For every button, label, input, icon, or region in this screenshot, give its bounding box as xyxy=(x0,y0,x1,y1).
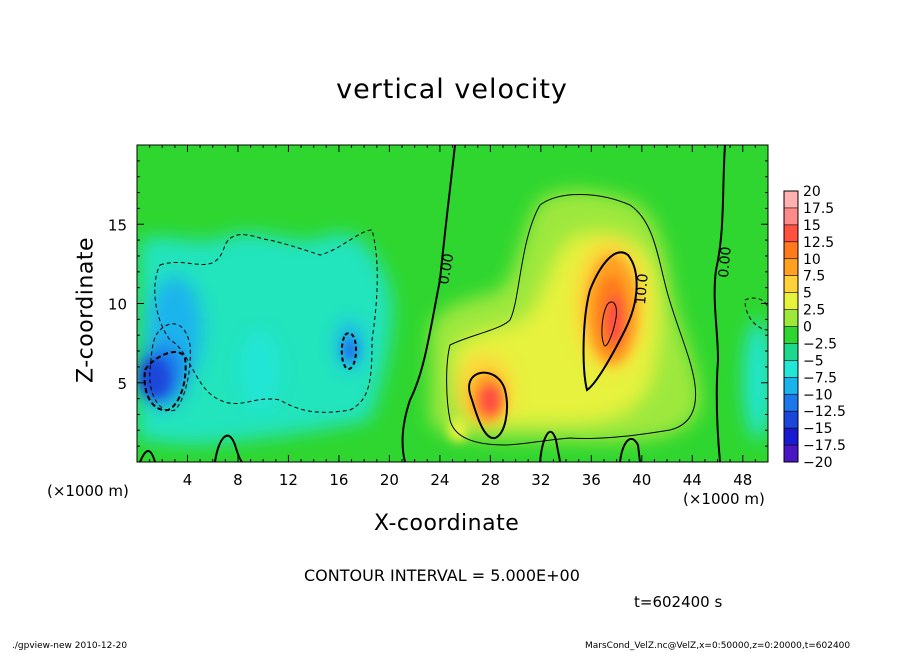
x-tick-label: 28 xyxy=(481,471,500,489)
contour-zero-ground-3 xyxy=(539,430,561,462)
colorbar-level-label: −10 xyxy=(803,387,833,403)
colorbar-swatch xyxy=(784,343,798,361)
y-tick-label: 10 xyxy=(108,296,127,314)
colorbar-level-label: 17.5 xyxy=(803,201,834,217)
x-tick-label: 16 xyxy=(329,471,348,489)
contour-5 xyxy=(446,194,697,446)
colorbar-level-label: 10 xyxy=(803,252,821,268)
contour-label: 0.00 xyxy=(436,252,457,285)
x-unit-label-left: (×1000 m) xyxy=(47,482,129,500)
colorbar-level-label: 2.5 xyxy=(803,303,825,319)
colorbar-swatch xyxy=(784,241,798,260)
chart-title: vertical velocity xyxy=(336,74,568,105)
contour-label: 10.0 xyxy=(633,273,652,305)
colorbar-level-label: −7.5 xyxy=(803,370,837,386)
x-tick-label: 32 xyxy=(531,471,550,489)
colorbar-level-label: −2.5 xyxy=(803,336,837,352)
colorbar-swatch xyxy=(784,224,798,243)
x-tick-label: 36 xyxy=(582,471,601,489)
colorbar-level-label: 12.5 xyxy=(803,235,834,251)
footer-program-info: ./gpview-new 2010-12-20 xyxy=(12,641,128,651)
y-axis: 5 10 15 xyxy=(108,160,768,447)
contour-neg-5-west xyxy=(149,323,191,412)
colorbar-swatch xyxy=(784,428,798,446)
contour-zero-ground-4 xyxy=(619,437,641,462)
colorbar-swatch xyxy=(784,360,798,378)
colorbar-swatch xyxy=(784,258,798,277)
colorbar-level-label: −5 xyxy=(803,353,824,369)
x-tick-label: 20 xyxy=(380,471,399,489)
x-tick-label: 8 xyxy=(233,471,243,489)
x-tick-label: 44 xyxy=(683,471,702,489)
contour-neg-5-east xyxy=(744,297,768,331)
colorbar-level-label: −17.5 xyxy=(803,438,846,454)
colorbar-swatch xyxy=(784,394,798,412)
colorbar-level-label: −15 xyxy=(803,421,833,437)
colorbar-swatch xyxy=(784,275,798,294)
contour-zero-ground-2 xyxy=(214,434,243,462)
colorbar-swatch xyxy=(784,191,798,209)
colorbar-level-label: 20 xyxy=(803,184,821,200)
contour-10-east xyxy=(582,251,638,392)
x-tick-label: 40 xyxy=(632,471,651,489)
contour-zero-east xyxy=(713,145,726,462)
contour-interval-note: CONTOUR INTERVAL = 5.000E+00 xyxy=(304,566,580,585)
colorbar-level-label: 5 xyxy=(803,286,812,302)
colorbar-swatch xyxy=(784,292,798,311)
contour-neg-5-field xyxy=(154,229,378,413)
colorbar-swatch xyxy=(784,309,798,327)
x-tick-label: 24 xyxy=(430,471,449,489)
y-tick-label: 15 xyxy=(108,216,127,234)
contour-10-west xyxy=(468,371,508,440)
x-axis-label: X-coordinate xyxy=(374,511,520,536)
contour-neg-10-center xyxy=(340,332,358,370)
heatmap-field xyxy=(137,145,768,462)
colorbar: 2017.51512.5107.552.50−2.5−5−7.5−10−12.5… xyxy=(783,184,846,471)
contour-label: 0.00 xyxy=(716,246,735,278)
contour-lines xyxy=(139,145,768,462)
colorbar-level-label: 0 xyxy=(803,320,812,336)
colorbar-level-label: 7.5 xyxy=(803,269,825,285)
x-tick-label: 12 xyxy=(279,471,298,489)
x-unit-label-right: (×1000 m) xyxy=(683,490,765,508)
contour-zero-ground-1 xyxy=(139,450,156,462)
colorbar-swatch xyxy=(784,207,798,226)
x-tick-label: 4 xyxy=(183,471,193,489)
colorbar-level-label: −12.5 xyxy=(803,404,846,420)
contour-15 xyxy=(601,301,617,347)
colorbar-swatch xyxy=(784,411,798,429)
x-tick-label: 48 xyxy=(733,471,752,489)
colorbar-swatch xyxy=(784,377,798,395)
footer-data-source: MarsCond_VelZ.nc@VelZ,x=0:50000,z=0:2000… xyxy=(585,641,851,651)
colorbar-level-label: 15 xyxy=(803,218,821,234)
y-tick-label: 5 xyxy=(117,375,127,393)
colorbar-level-label: −20 xyxy=(803,455,833,471)
x-axis: 4 8 12 16 20 24 28 32 36 40 44 48 xyxy=(149,145,756,489)
colorbar-swatch xyxy=(784,326,798,344)
colorbar-swatch xyxy=(784,445,798,463)
contour-neg-10-west xyxy=(143,351,187,412)
contour-zero-west xyxy=(401,145,456,462)
time-note: t=602400 s xyxy=(634,593,723,611)
